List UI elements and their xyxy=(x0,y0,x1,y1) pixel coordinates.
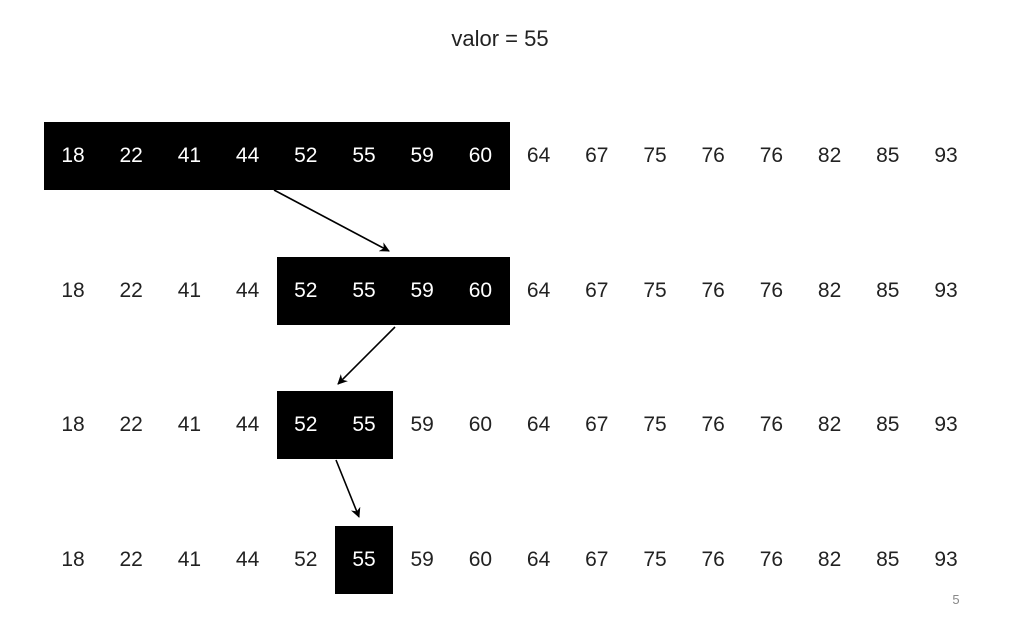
array-cell: 64 xyxy=(526,413,551,436)
step-arrow-2 xyxy=(337,326,396,385)
array-cell: 22 xyxy=(119,548,143,571)
array-cell: 41 xyxy=(177,279,202,302)
step-row-3: 18 22 41 44 52 55 59 60 64 67 75 76 76 82 85 93 xyxy=(0,391,1015,459)
array-cell: 76 xyxy=(759,548,784,571)
array-cell: 76 xyxy=(701,144,725,167)
step-row-2: 18 22 41 44 52 55 59 60 64 67 75 76 76 82 85 93 xyxy=(0,257,1015,325)
array-cell: 64 xyxy=(526,548,551,571)
array-cell: 85 xyxy=(876,279,900,302)
array-cell: 55 xyxy=(352,144,376,167)
array-cell: 85 xyxy=(876,144,900,167)
array-cell: 75 xyxy=(643,548,667,571)
array-cell: 18 xyxy=(61,548,85,571)
search-range-highlight xyxy=(276,391,394,459)
array-cell: 55 xyxy=(352,279,376,302)
step-row-1: 18 22 41 44 52 55 59 60 64 67 75 76 76 82 85 93 xyxy=(0,122,1015,190)
step-row-4: 18 22 41 44 52 55 59 60 64 67 75 76 76 82 85 93 xyxy=(0,526,1015,594)
array-cell: 64 xyxy=(526,279,551,302)
array-cell: 52 xyxy=(294,413,318,436)
array-cell: 85 xyxy=(876,413,900,436)
array-cell: 67 xyxy=(585,548,609,571)
array-cell: 41 xyxy=(177,144,202,167)
array-cell: 60 xyxy=(468,413,493,436)
array-cell: 55 xyxy=(352,548,376,571)
array-cell: 76 xyxy=(701,279,725,302)
page-number: 5 xyxy=(952,592,960,607)
array-cell: 76 xyxy=(701,413,725,436)
array-cell: 82 xyxy=(817,413,842,436)
array-cell: 52 xyxy=(294,144,318,167)
array-cell: 22 xyxy=(119,413,143,436)
array-cell: 75 xyxy=(643,144,667,167)
array-cell: 60 xyxy=(468,279,493,302)
step-arrow-3 xyxy=(335,459,361,518)
array-cell: 18 xyxy=(61,413,85,436)
array-cell: 60 xyxy=(468,144,493,167)
array-cell: 52 xyxy=(294,279,318,302)
array-cell: 44 xyxy=(235,548,260,571)
array-cell: 67 xyxy=(585,413,609,436)
array-cell: 44 xyxy=(235,144,260,167)
array-cell: 18 xyxy=(61,279,85,302)
array-cell: 93 xyxy=(934,548,958,571)
array-cell: 67 xyxy=(585,279,609,302)
array-cell: 76 xyxy=(701,548,725,571)
array-cell: 41 xyxy=(177,413,202,436)
array-cell: 82 xyxy=(817,548,842,571)
array-cell: 82 xyxy=(817,279,842,302)
array-cell: 76 xyxy=(759,279,784,302)
array-cell: 93 xyxy=(934,413,958,436)
array-cell: 41 xyxy=(177,548,202,571)
array-cell: 76 xyxy=(759,144,784,167)
array-cell: 85 xyxy=(876,548,900,571)
array-cell: 82 xyxy=(817,144,842,167)
array-cell: 52 xyxy=(294,548,318,571)
array-cell: 44 xyxy=(235,413,260,436)
array-cell: 44 xyxy=(235,279,260,302)
array-cell: 22 xyxy=(119,144,143,167)
array-cell: 59 xyxy=(410,413,434,436)
search-range-highlight xyxy=(276,257,510,325)
array-cell: 59 xyxy=(410,144,434,167)
array-cell: 22 xyxy=(119,279,143,302)
array-cell: 67 xyxy=(585,144,609,167)
array-cell: 75 xyxy=(643,413,667,436)
array-cell: 59 xyxy=(410,279,434,302)
step-arrow-1 xyxy=(273,189,390,252)
array-cell: 75 xyxy=(643,279,667,302)
array-cell: 55 xyxy=(352,413,376,436)
diagram-title: valor = 55 xyxy=(451,26,549,51)
search-range-highlight xyxy=(44,122,510,190)
array-cell: 64 xyxy=(526,144,551,167)
array-cell: 60 xyxy=(468,548,493,571)
array-cell: 93 xyxy=(934,144,958,167)
array-cell: 18 xyxy=(61,144,85,167)
array-cell: 93 xyxy=(934,279,958,302)
array-cell: 59 xyxy=(410,548,434,571)
array-cell: 76 xyxy=(759,413,784,436)
search-range-highlight xyxy=(335,526,394,594)
